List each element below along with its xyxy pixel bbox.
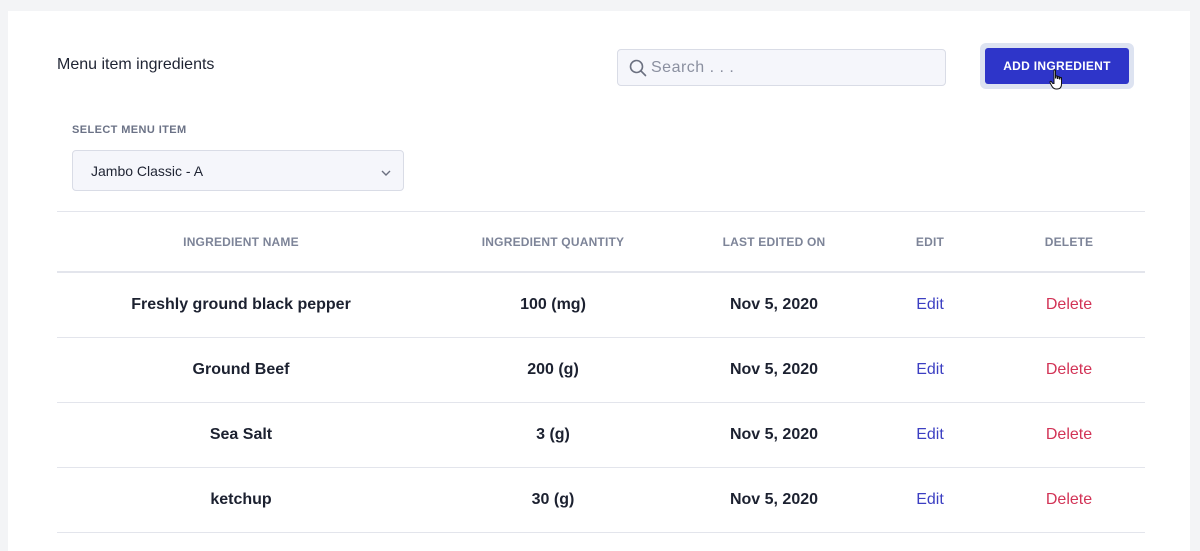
ingredient-name: Sea Salt [209, 426, 273, 443]
table-row: Freshly ground black pepper 100 (mg) Nov… [57, 273, 1145, 338]
ingredient-name: Freshly ground black pepper [131, 296, 351, 313]
edit-link[interactable]: Edit [916, 491, 944, 508]
ingredient-quantity: 30 (g) [531, 491, 575, 508]
delete-link[interactable]: Delete [1045, 426, 1093, 443]
table-row: Ground Beef 200 (g) Nov 5, 2020 Edit Del… [57, 338, 1145, 403]
ingredient-name: ketchup [210, 491, 272, 508]
ingredients-card: Menu item ingredients ADD INGREDIENT SEL… [8, 11, 1190, 551]
select-menu-item-label: SELECT MENU ITEM [72, 124, 187, 136]
last-edited-date: Nov 5, 2020 [729, 426, 819, 443]
column-header-ingredient-name: INGREDIENT NAME [183, 234, 299, 249]
last-edited-date: Nov 5, 2020 [729, 296, 819, 313]
column-header-edit: EDIT [915, 234, 945, 249]
delete-link[interactable]: Delete [1045, 361, 1093, 378]
column-header-delete: DELETE [1044, 234, 1094, 249]
menu-item-select[interactable]: Jambo Classic - A [72, 150, 404, 191]
column-header-ingredient-quantity: INGREDIENT QUANTITY [481, 234, 625, 249]
ingredient-quantity: 100 (mg) [520, 296, 586, 313]
delete-link[interactable]: Delete [1045, 296, 1093, 313]
last-edited-date: Nov 5, 2020 [729, 491, 819, 508]
page-title: Menu item ingredients [57, 56, 215, 73]
edit-link[interactable]: Edit [916, 426, 944, 443]
chevron-down-icon [381, 163, 391, 179]
search-input[interactable] [651, 58, 931, 77]
table-header: INGREDIENT NAME INGREDIENT QUANTITY LAST… [57, 211, 1145, 273]
menu-item-select-value: Jambo Classic - A [91, 162, 204, 179]
table-row: Sea Salt 3 (g) Nov 5, 2020 Edit Delete [57, 403, 1145, 468]
ingredient-name: Ground Beef [192, 361, 290, 378]
edit-link[interactable]: Edit [916, 296, 944, 313]
table-row: ketchup 30 (g) Nov 5, 2020 Edit Delete [57, 468, 1145, 533]
column-header-last-edited-on: LAST EDITED ON [722, 234, 826, 249]
edit-link[interactable]: Edit [916, 361, 944, 378]
delete-link[interactable]: Delete [1045, 491, 1093, 508]
ingredients-table: INGREDIENT NAME INGREDIENT QUANTITY LAST… [57, 211, 1145, 533]
last-edited-date: Nov 5, 2020 [729, 361, 819, 378]
ingredient-quantity: 3 (g) [536, 426, 570, 443]
search-box[interactable] [617, 49, 946, 86]
search-icon [629, 59, 647, 77]
ingredient-quantity: 200 (g) [527, 361, 579, 378]
hand-pointer-icon [1049, 69, 1065, 91]
